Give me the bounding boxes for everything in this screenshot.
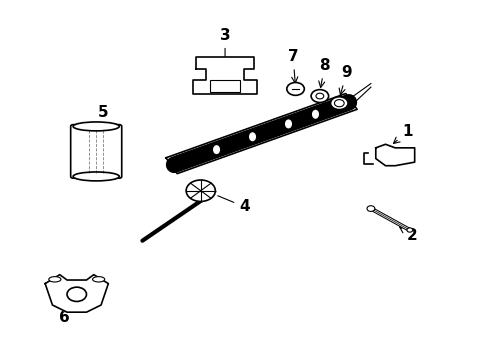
Circle shape [315, 93, 323, 99]
Polygon shape [375, 144, 414, 166]
Circle shape [334, 100, 344, 107]
Circle shape [406, 228, 412, 232]
Ellipse shape [310, 109, 319, 120]
Text: 1: 1 [393, 124, 412, 144]
Ellipse shape [212, 144, 221, 155]
Ellipse shape [73, 172, 119, 181]
Text: 3: 3 [219, 28, 230, 69]
Text: 6: 6 [59, 301, 75, 325]
Ellipse shape [247, 131, 256, 142]
Text: 2: 2 [399, 227, 417, 243]
Text: 4: 4 [209, 192, 249, 214]
Polygon shape [193, 57, 256, 94]
Polygon shape [165, 94, 356, 174]
Ellipse shape [284, 118, 292, 129]
Circle shape [366, 206, 374, 211]
Bar [210, 80, 239, 93]
Ellipse shape [49, 276, 61, 282]
Text: 7: 7 [287, 49, 298, 83]
Circle shape [310, 90, 328, 103]
Polygon shape [45, 275, 108, 312]
Circle shape [286, 82, 304, 95]
Text: 5: 5 [98, 105, 109, 131]
Circle shape [67, 287, 86, 301]
Ellipse shape [92, 276, 104, 282]
Circle shape [186, 180, 215, 202]
Text: 9: 9 [339, 65, 351, 95]
Text: 8: 8 [318, 58, 329, 87]
Circle shape [330, 97, 347, 110]
Ellipse shape [73, 122, 119, 131]
FancyBboxPatch shape [71, 125, 122, 178]
